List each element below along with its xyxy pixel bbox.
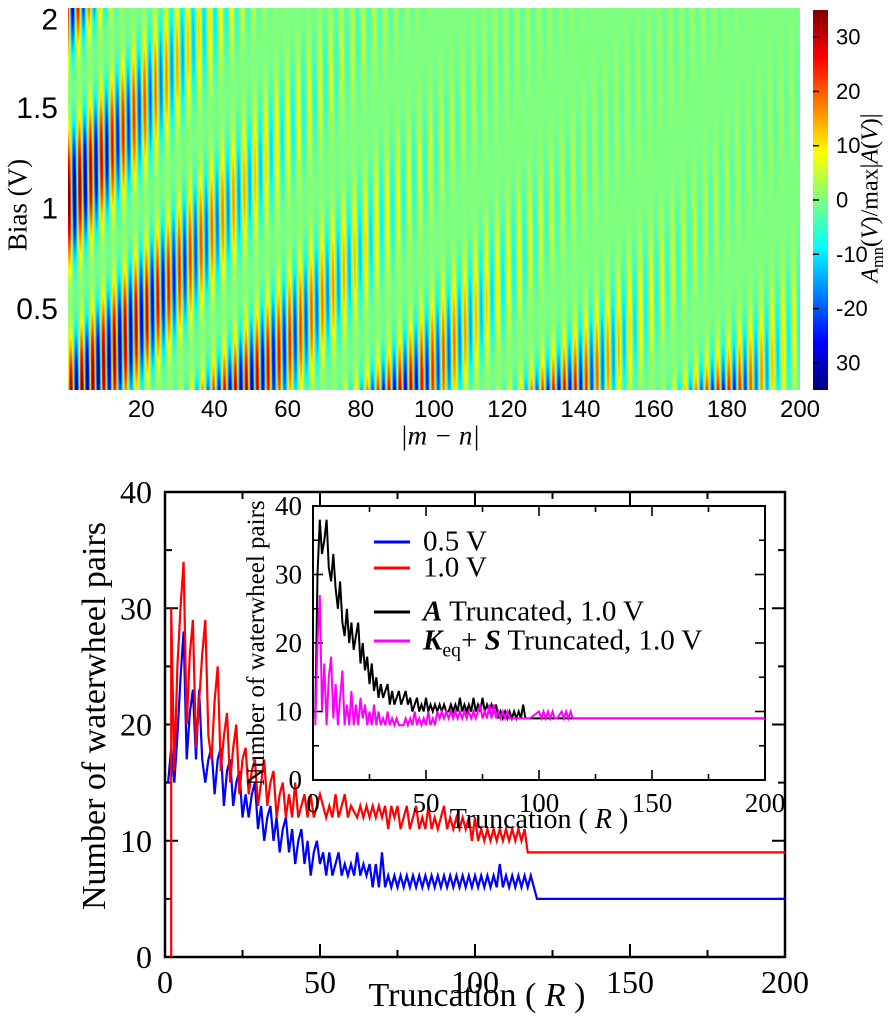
heatmap-x-tick-label: 160 — [634, 396, 674, 423]
legend-label: 0.5 V — [423, 525, 487, 558]
heatmap-x-tick-label: 200 — [780, 396, 820, 423]
y-tick-label: 10 — [275, 697, 302, 727]
x-tick-label: 100 — [451, 964, 499, 1000]
label-part: mn — [868, 247, 888, 268]
label-part: 0.5 V — [423, 525, 487, 558]
label-part: R — [544, 977, 566, 1014]
heatmap-x-tick-label: 140 — [560, 396, 600, 423]
label-part: + — [460, 624, 485, 657]
heatmap-x-tick-label: 100 — [414, 396, 454, 423]
label-part: eq — [442, 639, 461, 662]
legend-label: A Truncated, 1.0 V — [423, 595, 645, 628]
label-part: )| — [857, 113, 884, 127]
label-part: ( — [857, 239, 884, 248]
colorbar-label: Amn(V)/max|A(V)| — [857, 113, 888, 283]
inset-y-axis-label: Number of waterwheel pairs — [243, 500, 270, 786]
colorbar-tick-label: -10 — [836, 242, 868, 267]
legend-label: 1.0 V — [423, 551, 487, 584]
heatmap-x-tick-label: 80 — [347, 396, 374, 423]
legend-label: Keq+ S Truncated, 1.0 V — [423, 624, 703, 660]
main-y-axis-label: Number of waterwheel pairs — [76, 521, 113, 911]
heatmap-image — [68, 8, 800, 390]
series-line-1-0-v — [170, 561, 785, 957]
heatmap-x-tick-label: 40 — [201, 396, 228, 423]
heatmap-x-tick-label: 120 — [487, 396, 527, 423]
label-part: Truncated, 1.0 V — [500, 624, 703, 657]
y-tick-label: 20 — [275, 628, 302, 658]
colorbar-tick-label: 10 — [836, 133, 860, 158]
label-part: Truncation ( — [368, 977, 545, 1014]
y-tick-label: 30 — [275, 560, 302, 590]
legend-entry: 1.0 V — [374, 551, 487, 584]
x-tick-label: 50 — [413, 788, 440, 818]
label-part: A — [857, 267, 884, 283]
heatmap-x-tick-label: 20 — [128, 396, 155, 423]
y-tick-label: 20 — [120, 707, 152, 743]
label-part: V — [857, 126, 884, 141]
label-part: ) — [611, 804, 629, 835]
heatmap-x-axis-label: |m − n| — [400, 421, 480, 452]
colorbar-tick-label: 30 — [836, 350, 860, 375]
series-line-k-eq-s-truncated-1-0-v — [314, 594, 765, 729]
y-tick-label: 30 — [120, 590, 152, 626]
x-tick-label: 100 — [519, 788, 560, 818]
colorbar-tick-label: -20 — [836, 296, 868, 321]
colorbar-tick-label: 20 — [836, 79, 860, 104]
colorbar-tick-label: 30 — [836, 25, 860, 50]
x-tick-label: 0 — [157, 964, 173, 1000]
heatmap-x-tick-label: 60 — [274, 396, 301, 423]
label-part: Truncated, 1.0 V — [442, 595, 645, 628]
label-part: |m − n| — [400, 420, 480, 451]
label-part: S — [484, 624, 501, 657]
x-tick-label: 150 — [632, 788, 673, 818]
label-part: V — [857, 224, 884, 240]
inset-x-axis-label: Truncation ( R ) — [450, 804, 629, 836]
legend-entry: 0.5 V — [374, 525, 487, 558]
x-tick-label: 0 — [306, 788, 320, 818]
label-part: R — [594, 804, 612, 835]
main-x-axis-label: Truncation ( R ) — [369, 977, 586, 1015]
y-tick-label: 0 — [289, 765, 303, 795]
colorbar-tick-label: 0 — [836, 188, 848, 213]
legend-line-swatch — [374, 566, 410, 570]
heatmap-y-tick-label: 1.5 — [16, 92, 58, 125]
label-part: 1.0 V — [423, 551, 487, 584]
label-part: )/max| — [857, 163, 884, 225]
y-tick-label: 0 — [136, 939, 152, 975]
x-tick-label: 200 — [761, 964, 809, 1000]
heatmap-y-axis-label: Bias (V) — [2, 158, 33, 252]
label-part: Truncation ( — [449, 804, 595, 835]
x-tick-label: 200 — [745, 788, 786, 818]
legend-line-swatch — [374, 610, 410, 614]
y-tick-label: 10 — [120, 823, 152, 859]
label-part: A — [423, 595, 443, 628]
heatmap-y-tick-label: 2 — [41, 4, 58, 37]
y-tick-label: 40 — [120, 474, 152, 510]
heatmap-x-tick-label: 180 — [707, 396, 747, 423]
legend-entry: A Truncated, 1.0 V — [374, 595, 645, 628]
legend-line-swatch — [374, 540, 410, 544]
label-part: ) — [565, 977, 586, 1014]
label-part: K — [423, 624, 443, 657]
legend-line-swatch — [374, 639, 410, 643]
label-part: A — [857, 148, 884, 164]
heatmap-y-tick-label: 0.5 — [16, 293, 58, 326]
label-part: ( — [857, 140, 884, 149]
y-tick-label: 40 — [275, 491, 302, 521]
x-tick-label: 50 — [304, 964, 336, 1000]
heatmap-y-tick-label: 1 — [41, 193, 58, 226]
x-tick-label: 150 — [606, 964, 654, 1000]
colorbar-gradient — [813, 10, 828, 390]
legend-entry: Keq+ S Truncated, 1.0 V — [374, 624, 703, 660]
